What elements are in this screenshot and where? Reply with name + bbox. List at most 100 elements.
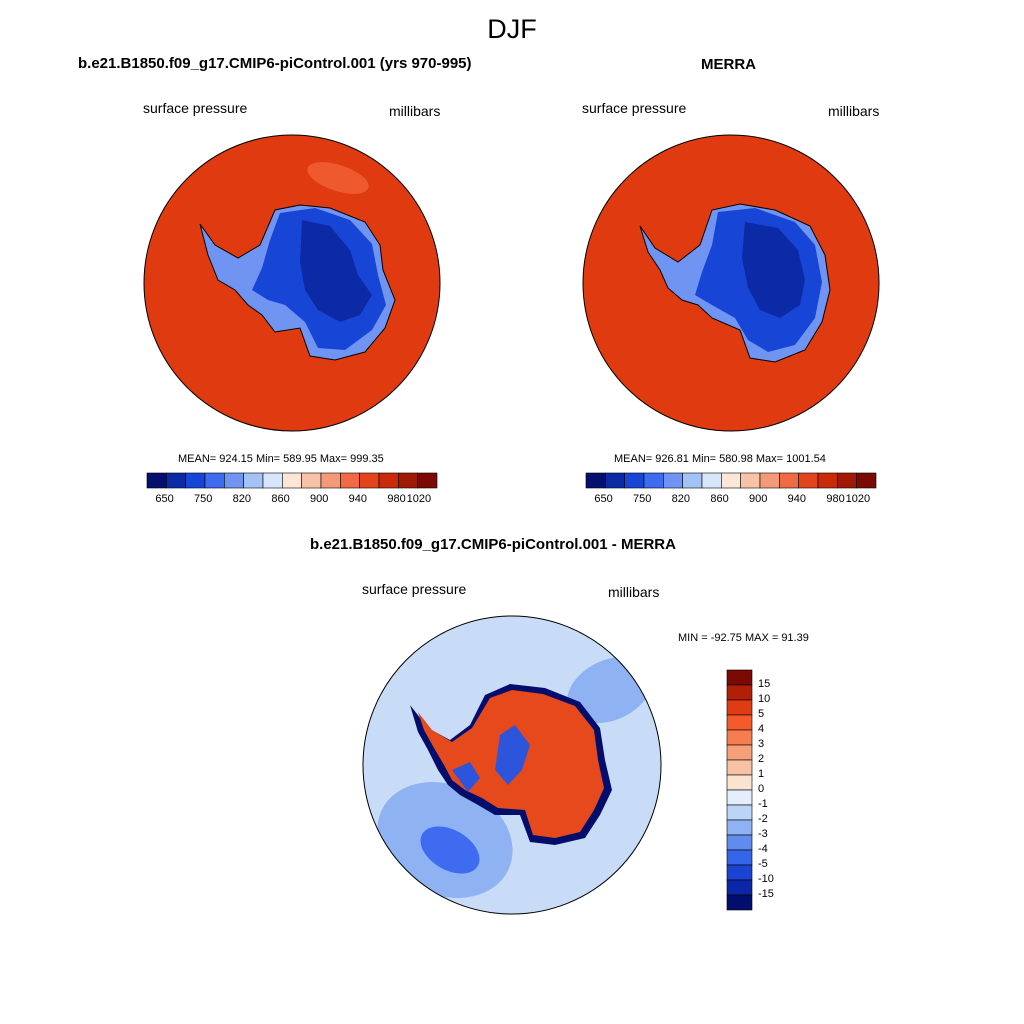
- colorbar-reference-tick-label: 750: [633, 493, 652, 505]
- colorbar-difference-tick-label: 10: [758, 693, 771, 705]
- antarctica-ice-low: [300, 220, 372, 322]
- colorbar-reference-tick-label: 650: [594, 493, 613, 505]
- map-border: [143, 134, 441, 432]
- colorbar-difference-tick-label: -2: [758, 813, 768, 825]
- colorbar-difference-tick-label: 4: [758, 723, 765, 735]
- colorbar-difference-tick-label: -3: [758, 828, 768, 840]
- colorbar-reference-swatch: [605, 472, 625, 489]
- colorbar-difference-tick-label: 2: [758, 753, 765, 765]
- colorbar-model-tick-label: 650: [155, 493, 174, 505]
- colorbar-model-swatch: [166, 472, 186, 489]
- model-units-label: millibars: [389, 103, 441, 119]
- colorbar-reference-swatch: [585, 472, 606, 489]
- colorbar-reference-swatch: [759, 472, 780, 489]
- colorbar-difference-swatch: [726, 714, 753, 731]
- colorbar-difference-swatch: [726, 879, 753, 896]
- coastline: [199, 204, 396, 361]
- model-variable-label: surface pressure: [143, 100, 248, 116]
- diff-antarctica-negative-patch: [452, 762, 480, 792]
- colorbar-model-swatch: [262, 472, 283, 489]
- colorbar-reference-tick-label: 1020: [845, 493, 871, 505]
- colorbar-model-swatch: [378, 472, 399, 489]
- colorbar-reference-swatch: [817, 472, 838, 489]
- reference-panel-title: MERRA: [701, 56, 756, 73]
- colorbar-reference-swatch: [740, 472, 761, 489]
- colorbar-difference-swatch: [726, 804, 753, 821]
- colorbar-difference-swatch: [726, 669, 753, 686]
- colorbar-difference-swatch: [726, 849, 753, 866]
- ocean-high-patch: [307, 162, 369, 194]
- colorbar-reference-swatch: [682, 472, 703, 489]
- colorbar-model-swatch: [146, 472, 167, 489]
- colorbar-difference-tick-label: 5: [758, 708, 765, 720]
- colorbar-difference-tick-label: 0: [758, 783, 765, 795]
- map-border: [582, 134, 880, 432]
- colorbar-reference-swatch: [856, 472, 877, 489]
- colorbar-difference-swatch: [726, 744, 753, 761]
- colorbar-difference-swatch: [726, 759, 753, 776]
- colorbar-difference-swatch: [726, 819, 753, 836]
- colorbar-model-tick-label: 900: [310, 493, 329, 505]
- colorbar-difference-swatch: [726, 774, 753, 791]
- colorbar-difference-tick-label: 3: [758, 738, 765, 750]
- colorbar-difference-swatch: [726, 789, 753, 806]
- map-reference: [582, 134, 880, 432]
- reference-units-label: millibars: [828, 103, 880, 119]
- colorbar-reference: [585, 472, 877, 489]
- colorbar-model-tick-label: 940: [348, 493, 368, 505]
- model-stats: MEAN= 924.15 Min= 589.95 Max= 999.35: [178, 453, 384, 465]
- colorbar-model-tick-label: 980: [387, 493, 406, 505]
- colorbar-reference-swatch: [701, 472, 722, 489]
- colorbar-difference-swatch: [726, 834, 753, 851]
- colorbar-reference-tick-label: 980: [826, 493, 845, 505]
- colorbar-difference-tick-label: -5: [758, 858, 768, 870]
- colorbar-model-swatch: [301, 472, 322, 489]
- colorbar-model-swatch: [417, 472, 438, 489]
- colorbar-reference-swatch: [779, 472, 799, 489]
- colorbar-model-swatch: [340, 472, 360, 489]
- colorbar-model-swatch: [282, 472, 302, 489]
- colorbar-model-tick-label: 820: [232, 493, 252, 505]
- colorbar-difference-tick-label: 1: [758, 768, 765, 780]
- colorbar-difference-swatch: [726, 684, 753, 701]
- colorbar-model-tick-label: 860: [271, 493, 290, 505]
- colorbar-difference-swatch: [726, 894, 753, 911]
- colorbar-difference-tick-label: 15: [758, 678, 771, 690]
- colorbar-reference-tick-label: 940: [787, 493, 807, 505]
- colorbar-model: [146, 472, 438, 489]
- colorbar-difference-swatch: [726, 699, 753, 716]
- colorbar-model-swatch: [398, 472, 418, 489]
- colorbar-model-swatch: [185, 472, 206, 489]
- difference-stats: MIN = -92.75 MAX = 91.39: [678, 632, 809, 644]
- colorbar-difference-tick-label: -4: [758, 843, 768, 855]
- colorbar-reference-swatch: [721, 472, 741, 489]
- colorbar-difference-tick-label: -1: [758, 798, 768, 810]
- colorbar-model-swatch: [224, 472, 244, 489]
- colorbar-model-swatch: [320, 472, 341, 489]
- difference-units-label: millibars: [608, 584, 660, 600]
- colorbar-model-tick-label: 1020: [406, 493, 432, 505]
- reference-variable-label: surface pressure: [582, 100, 687, 116]
- colorbar-reference-swatch: [663, 472, 683, 489]
- colorbar-model-swatch: [243, 472, 264, 489]
- coastline: [639, 203, 831, 363]
- colorbar-reference-tick-label: 820: [671, 493, 691, 505]
- colorbar-difference: [726, 669, 753, 911]
- colorbar-reference-tick-label: 900: [749, 493, 768, 505]
- diff-antarctica-negative-patch: [495, 725, 530, 785]
- colorbar-model-swatch: [359, 472, 380, 489]
- model-panel-title: b.e21.B1850.f09_g17.CMIP6-piControl.001 …: [78, 55, 472, 72]
- colorbar-reference-tick-label: 860: [710, 493, 729, 505]
- antarctica-ice-low: [742, 222, 805, 318]
- colorbar-difference-swatch: [726, 729, 753, 746]
- map-model: [143, 134, 441, 432]
- colorbar-reference-swatch: [798, 472, 819, 489]
- figure-title: DJF: [487, 14, 537, 44]
- colorbar-difference-swatch: [726, 864, 753, 881]
- colorbar-model-swatch: [204, 472, 225, 489]
- colorbar-difference-tick-label: -15: [758, 888, 774, 900]
- difference-panel-title: b.e21.B1850.f09_g17.CMIP6-piControl.001 …: [310, 536, 676, 553]
- map-difference: [362, 615, 662, 915]
